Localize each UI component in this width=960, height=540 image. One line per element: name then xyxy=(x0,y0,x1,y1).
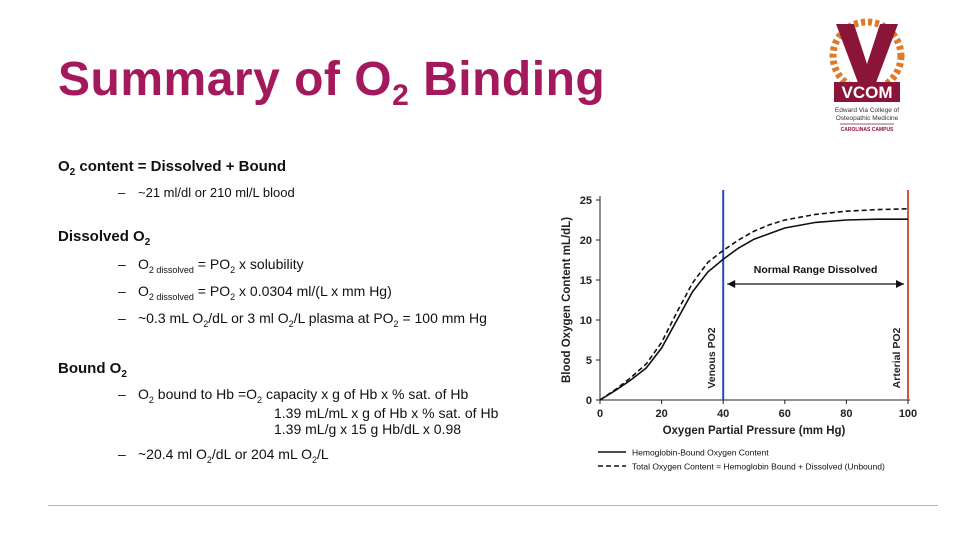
y-tick-label: 0 xyxy=(586,395,592,407)
x-tick-label: 100 xyxy=(899,408,917,420)
logo-name: VCOM xyxy=(842,83,893,102)
venous-po2-label: Venous PO2 xyxy=(706,327,718,388)
legend-label-hemoglobin-bound: Hemoglobin-Bound Oxygen Content xyxy=(632,448,769,458)
footer-rule xyxy=(48,505,938,506)
bullet-bound-cont-1: 1.39 mL/mL x g of Hb x % sat. of Hb xyxy=(274,405,499,422)
oxygen-content-chart: 0 20 40 60 80 100 0 5 10 15 20 25 Oxygen Partial Pre… xyxy=(561,190,917,472)
arterial-po2-label: Arterial PO2 xyxy=(891,327,903,388)
heading-o2-content: O2 content = Dissolved + Bound xyxy=(58,158,287,178)
logo-campus: CAROLINAS CAMPUS xyxy=(841,127,894,133)
y-tick-label: 15 xyxy=(580,275,592,287)
x-tick-label: 60 xyxy=(779,408,791,420)
y-axis-label: Blood Oxygen Content mL/dL) xyxy=(561,217,573,383)
series-hemoglobin-bound xyxy=(599,218,908,401)
y-tick-label: 20 xyxy=(580,235,592,247)
annotation-label: Normal Range Dissolved xyxy=(754,264,878,276)
bullet-total: – ~21 ml/dl or 210 ml/L blood xyxy=(118,185,295,200)
x-axis-label: Oxygen Partial Pressure (mm Hg) xyxy=(663,425,846,437)
bullet-dissolved-3: – ~0.3 mL O2/dL or 3 ml O2/L plasma at PO… xyxy=(118,309,487,329)
slide-title: Summary of O2 Binding xyxy=(58,53,606,112)
logo-name-box xyxy=(834,82,900,102)
x-tick-label: 80 xyxy=(840,408,852,420)
x-tick-label: 20 xyxy=(655,408,667,420)
legend-label-total-content: Total Oxygen Content = Hemoglobin Bound … xyxy=(632,462,885,472)
logo-line-1: Edward Via College of xyxy=(835,107,899,114)
annotation-arrowhead-right xyxy=(896,280,904,288)
v-mark-icon xyxy=(836,24,898,88)
x-tick-label: 0 xyxy=(597,408,603,420)
logo-line-2: Osteopathic Medicine xyxy=(836,115,899,122)
y-tick-label: 10 xyxy=(580,315,592,327)
bullet-dissolved-1: – O2 dissolved = PO2 x solubility xyxy=(118,256,304,275)
x-tick-label: 40 xyxy=(717,408,729,420)
gear-ring-icon xyxy=(829,18,905,94)
heading-bound: Bound O2 xyxy=(58,360,127,381)
heading-dissolved: Dissolved O2 xyxy=(58,228,151,248)
content-body: O2 content = Dissolved + Bound – ~21 ml/d… xyxy=(58,158,558,465)
vcom-logo: $ VCOM Edward Via College of Osteopathic… xyxy=(829,18,905,133)
annotation-arrowhead-left xyxy=(727,280,736,288)
y-tick-label: 5 xyxy=(586,355,592,367)
bullet-dissolved-2: – O2 dissolved = PO2 x 0.0304 ml/(L x mm … xyxy=(118,282,392,302)
y-tick-label: 25 xyxy=(580,195,592,207)
bullet-bound-1: – O2 bound to Hb =O2 capacity x g of Hb x… xyxy=(118,386,469,406)
bullet-bound-cont-2: 1.39 mL/g x 15 g Hb/dL x 0.98 xyxy=(274,421,462,438)
series-total-content xyxy=(599,208,909,401)
bullet-bound-2: – ~20.4 ml O2/dL or 204 mL O2/L xyxy=(118,446,329,465)
caduceus-icon: $ xyxy=(862,28,873,53)
